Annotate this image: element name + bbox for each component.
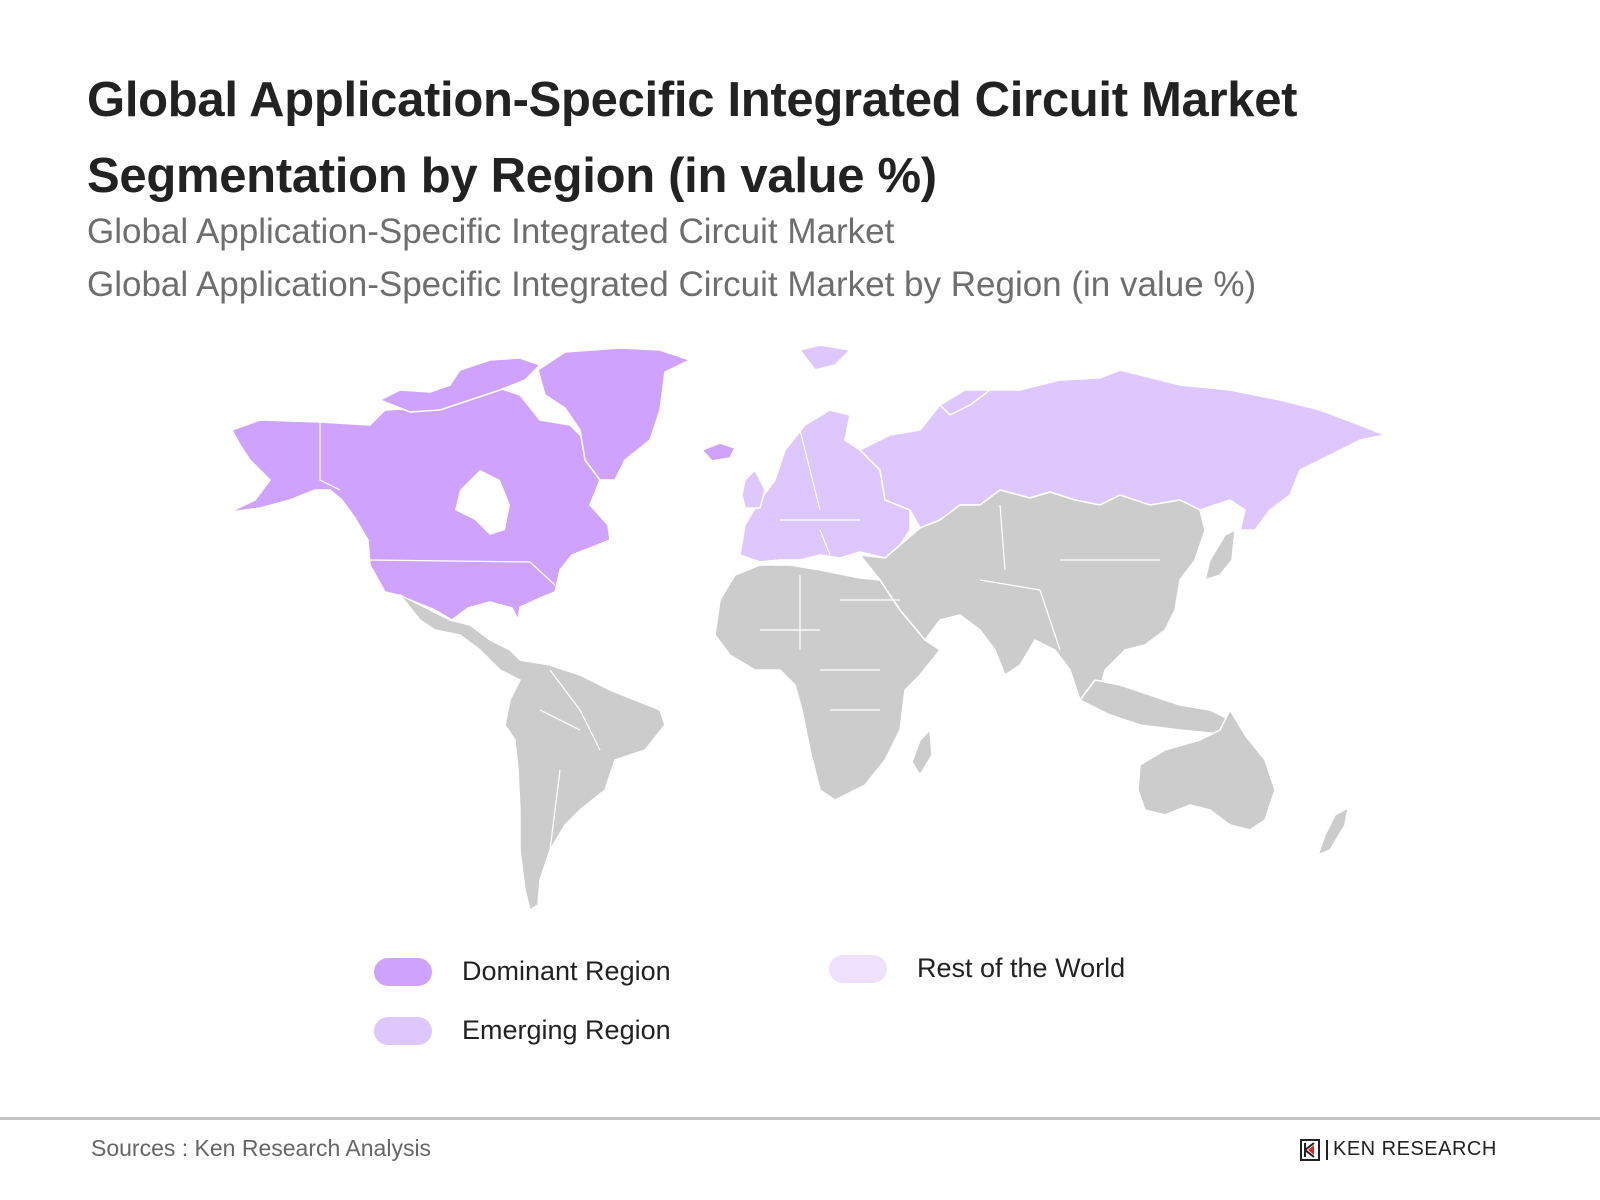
border-latam-lines <box>539 669 601 851</box>
region-svalbard <box>799 344 851 371</box>
logo-separator <box>1326 1139 1328 1160</box>
region-latin-america <box>399 594 666 911</box>
region-japan <box>1204 529 1236 581</box>
legend-label-dominant: Dominant Region <box>462 956 671 986</box>
subtitle-market: Global Application-Specific Integrated C… <box>87 212 895 251</box>
region-hudson-bay-cutout <box>455 470 510 535</box>
region-asia <box>859 489 1206 701</box>
region-novaya-zemlya <box>939 389 991 416</box>
region-canadian-arctic <box>379 357 541 413</box>
border-us-canada <box>369 559 556 586</box>
border-africa-lines <box>760 575 900 711</box>
legend-rest-of-world: Rest of the World <box>829 953 1125 984</box>
border-asia-lines <box>979 504 1160 651</box>
footer-divider <box>0 1117 1600 1120</box>
region-new-zealand <box>1317 807 1349 856</box>
legend-label-rest: Rest of the World <box>917 953 1126 983</box>
region-africa <box>714 564 941 801</box>
region-iceland <box>701 442 736 462</box>
source-note: Sources : Ken Research Analysis <box>91 1135 432 1161</box>
ken-logo-icon <box>1300 1138 1320 1161</box>
legend-swatch-rest <box>829 954 887 983</box>
legend-swatch-dominant <box>374 957 432 986</box>
legend-emerging-region: Emerging Region <box>374 1015 671 1046</box>
legend-label-emerging: Emerging Region <box>462 1015 671 1045</box>
ken-research-logo: KEN RESEARCH <box>1300 1138 1497 1161</box>
region-greenland <box>537 347 691 481</box>
border-europe-lines <box>780 429 860 556</box>
region-uk <box>741 469 766 509</box>
region-southeast-asia-islands <box>1079 679 1241 736</box>
page-title: Global Application-Specific Integrated C… <box>87 73 1298 203</box>
legend-swatch-emerging <box>374 1016 432 1045</box>
logo-text: KEN RESEARCH <box>1333 1138 1497 1160</box>
subtitle-by-region: Global Application-Specific Integrated C… <box>87 265 1257 304</box>
border-alaska-canada <box>319 422 341 491</box>
world-map <box>229 344 1386 911</box>
region-north-america <box>229 384 611 621</box>
region-australia <box>1137 709 1276 831</box>
legend-dominant-region: Dominant Region <box>374 956 671 987</box>
region-madagascar <box>911 729 933 776</box>
